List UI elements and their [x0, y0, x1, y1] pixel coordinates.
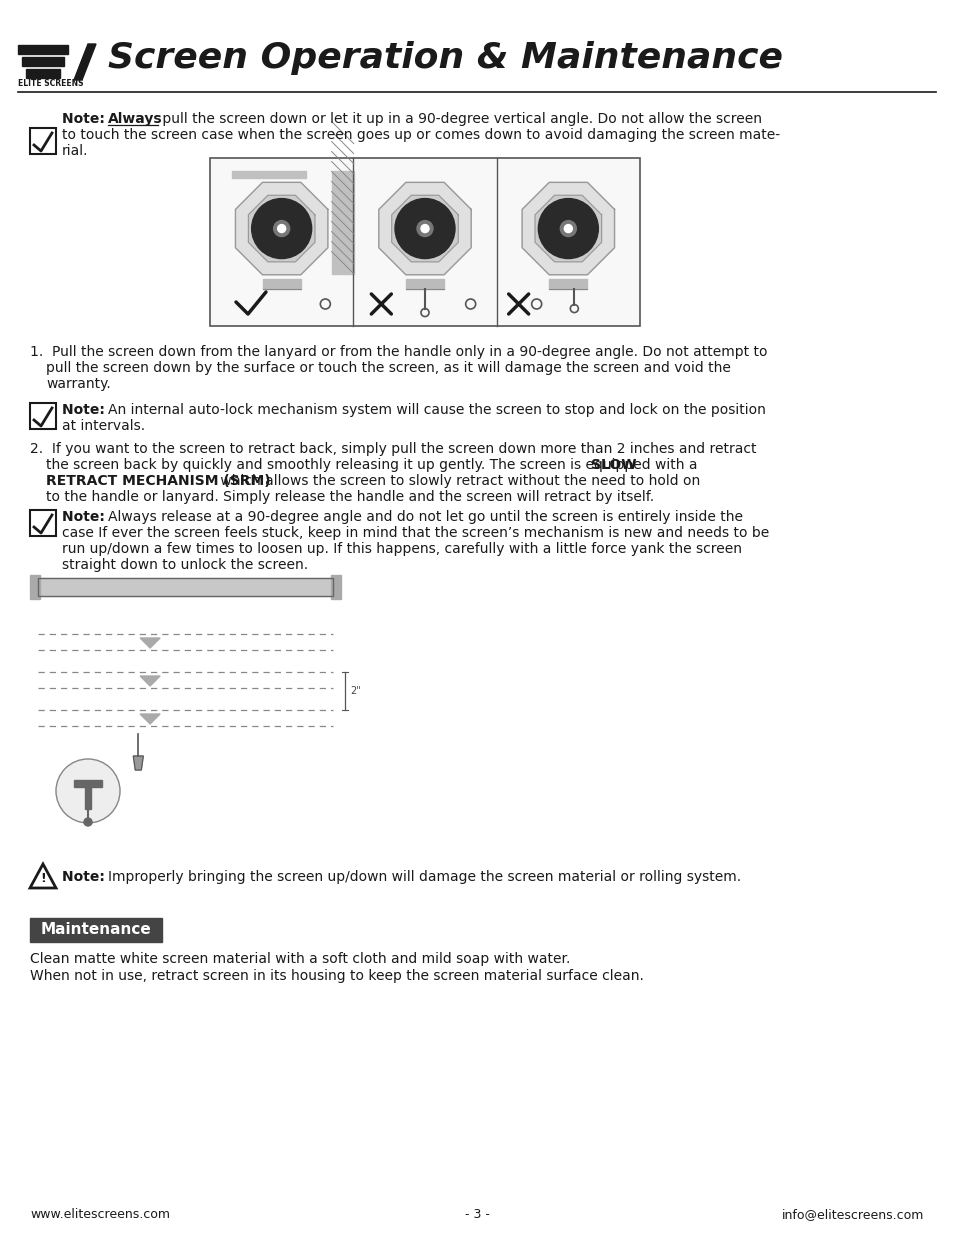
Text: 2": 2"	[350, 685, 360, 697]
Text: straight down to unlock the screen.: straight down to unlock the screen.	[62, 558, 308, 572]
Text: !: !	[40, 872, 46, 885]
Text: Improperly bringing the screen up/down will damage the screen material or rollin: Improperly bringing the screen up/down w…	[108, 869, 740, 884]
Bar	[549, 279, 587, 289]
Bar	[38, 578, 333, 597]
Text: the screen back by quickly and smoothly releasing it up gently. The screen is eq: the screen back by quickly and smoothly …	[46, 458, 701, 472]
Text: - 3 -: - 3 -	[464, 1208, 489, 1221]
Bar	[30, 918, 162, 942]
Polygon shape	[235, 183, 328, 274]
Bar	[30, 576, 40, 599]
Text: to touch the screen case when the screen goes up or comes down to avoid damaging: to touch the screen case when the screen…	[62, 128, 780, 142]
Bar	[232, 170, 305, 178]
Text: info@elitescreens.com: info@elitescreens.com	[781, 1208, 923, 1221]
Circle shape	[395, 199, 455, 258]
Polygon shape	[140, 676, 160, 685]
Text: Note:: Note:	[62, 510, 110, 524]
Polygon shape	[140, 714, 160, 724]
Text: case If ever the screen feels stuck, keep in mind that the screen’s mechanism is: case If ever the screen feels stuck, kee…	[62, 526, 768, 540]
Bar	[331, 576, 340, 599]
Text: ELITE SCREENS: ELITE SCREENS	[18, 79, 84, 88]
Text: Maintenance: Maintenance	[41, 923, 152, 937]
Circle shape	[252, 199, 312, 258]
Bar	[26, 69, 60, 78]
Bar	[30, 403, 56, 429]
Bar	[210, 158, 639, 326]
Bar	[22, 57, 64, 65]
Bar	[74, 781, 102, 787]
Polygon shape	[133, 756, 143, 769]
Text: Note:: Note:	[62, 869, 110, 884]
Polygon shape	[140, 638, 160, 648]
Text: www.elitescreens.com: www.elitescreens.com	[30, 1208, 170, 1221]
Circle shape	[564, 225, 572, 232]
Polygon shape	[74, 44, 96, 80]
Circle shape	[420, 225, 429, 232]
Circle shape	[277, 225, 285, 232]
Bar	[262, 279, 300, 289]
Polygon shape	[248, 195, 314, 262]
Text: run up/down a few times to loosen up. If this happens, carefully with a little f: run up/down a few times to loosen up. If…	[62, 542, 741, 556]
Text: at intervals.: at intervals.	[62, 419, 145, 433]
Text: to the handle or lanyard. Simply release the handle and the screen will retract : to the handle or lanyard. Simply release…	[46, 490, 654, 504]
Text: RETRACT MECHANISM (SRM): RETRACT MECHANISM (SRM)	[46, 474, 271, 488]
Text: which allows the screen to slowly retract without the need to hold on: which allows the screen to slowly retrac…	[215, 474, 700, 488]
Polygon shape	[535, 195, 601, 262]
Text: Note:: Note:	[62, 112, 110, 126]
Polygon shape	[392, 195, 457, 262]
Text: Always: Always	[108, 112, 162, 126]
Text: SLOW: SLOW	[590, 458, 636, 472]
Text: 1.  Pull the screen down from the lanyard or from the handle only in a 90-degree: 1. Pull the screen down from the lanyard…	[30, 345, 767, 359]
Text: Note:: Note:	[62, 403, 110, 417]
Circle shape	[274, 221, 290, 237]
Bar	[38, 578, 333, 597]
Text: Clean matte white screen material with a soft cloth and mild soap with water.: Clean matte white screen material with a…	[30, 952, 570, 966]
Text: An internal auto-lock mechanism system will cause the screen to stop and lock on: An internal auto-lock mechanism system w…	[108, 403, 765, 417]
Bar	[18, 44, 68, 54]
Text: pull the screen down by the surface or touch the screen, as it will damage the s: pull the screen down by the surface or t…	[46, 361, 730, 375]
Circle shape	[56, 760, 120, 823]
Text: pull the screen down or let it up in a 90-degree vertical angle. Do not allow th: pull the screen down or let it up in a 9…	[158, 112, 761, 126]
Bar	[406, 279, 443, 289]
Circle shape	[559, 221, 576, 237]
Circle shape	[537, 199, 598, 258]
Bar	[85, 785, 91, 809]
Text: 2.  If you want to the screen to retract back, simply pull the screen down more : 2. If you want to the screen to retract …	[30, 442, 756, 456]
Polygon shape	[378, 183, 471, 274]
Bar	[30, 128, 56, 154]
Text: Always release at a 90-degree angle and do not let go until the screen is entire: Always release at a 90-degree angle and …	[108, 510, 742, 524]
Bar	[30, 510, 56, 536]
Circle shape	[416, 221, 433, 237]
Polygon shape	[521, 183, 614, 274]
Text: warranty.: warranty.	[46, 377, 111, 391]
Text: rial.: rial.	[62, 144, 89, 158]
Circle shape	[84, 818, 91, 826]
Bar	[332, 170, 354, 274]
Polygon shape	[30, 864, 56, 888]
Text: Screen Operation & Maintenance: Screen Operation & Maintenance	[108, 41, 782, 75]
Text: When not in use, retract screen in its housing to keep the screen material surfa: When not in use, retract screen in its h…	[30, 969, 643, 983]
